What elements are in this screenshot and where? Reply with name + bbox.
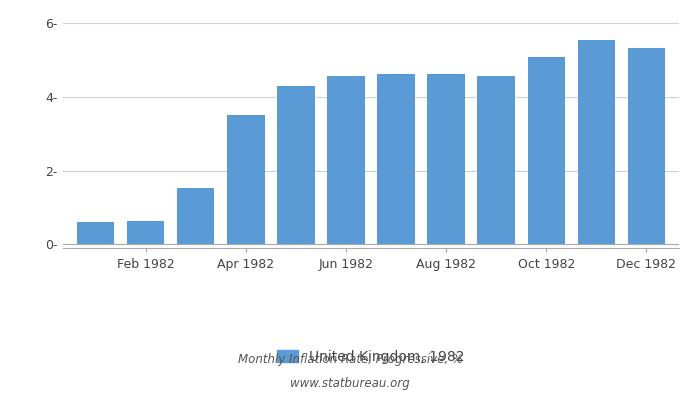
Bar — [427, 74, 465, 244]
Bar — [127, 221, 164, 244]
Bar — [277, 86, 315, 244]
Bar — [177, 188, 214, 244]
Bar — [477, 76, 515, 244]
Bar — [578, 40, 615, 244]
Legend: United Kingdom, 1982: United Kingdom, 1982 — [277, 350, 465, 364]
Bar — [377, 74, 415, 244]
Bar — [528, 57, 565, 244]
Text: www.statbureau.org: www.statbureau.org — [290, 378, 410, 390]
Bar — [628, 48, 665, 244]
Bar — [77, 222, 114, 244]
Bar — [227, 114, 265, 244]
Text: Monthly Inflation Rate, Progressive, %: Monthly Inflation Rate, Progressive, % — [237, 354, 463, 366]
Bar — [327, 76, 365, 244]
